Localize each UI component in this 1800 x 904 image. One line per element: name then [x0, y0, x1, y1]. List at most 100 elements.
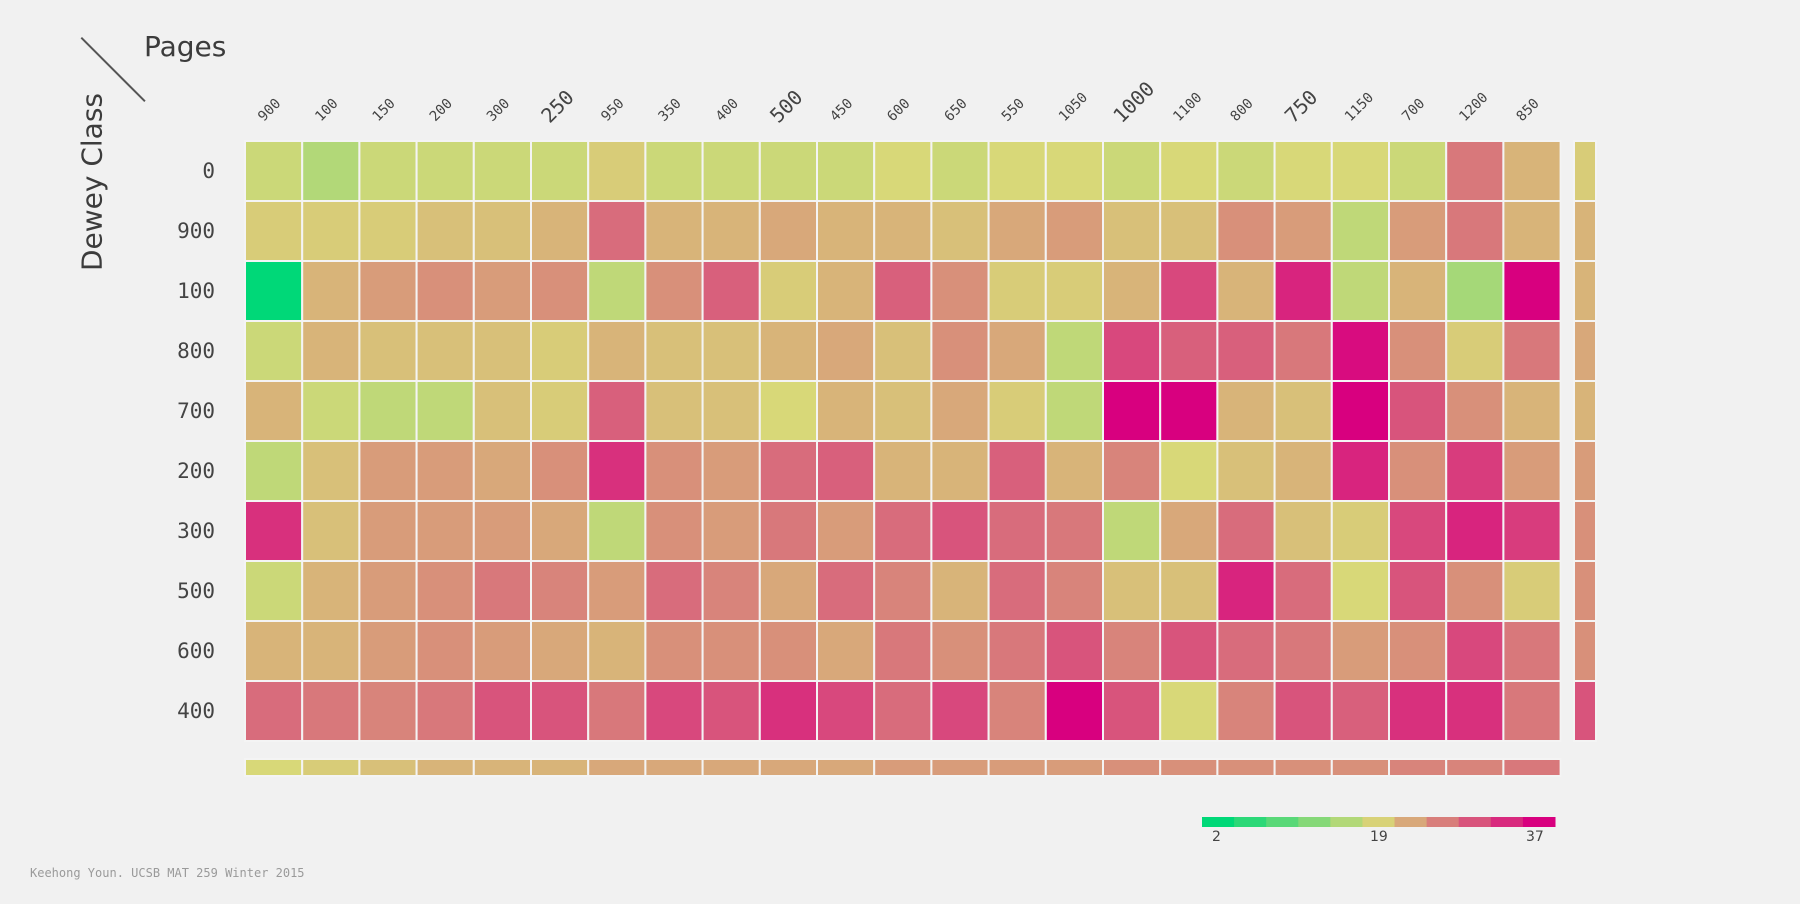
heatmap-cell — [873, 560, 933, 622]
heatmap-cell — [758, 560, 818, 622]
legend-mid-label: 19 — [1370, 829, 1388, 845]
y-tick-label: 900 — [177, 219, 215, 243]
heatmap-cell — [758, 140, 818, 202]
heatmap-cell — [930, 560, 990, 622]
heatmap-cell — [244, 440, 304, 502]
heatmap-cell — [987, 380, 1047, 442]
heatmap-cell — [1159, 440, 1219, 502]
heatmap-cell — [701, 680, 761, 742]
heatmap-cell — [987, 200, 1047, 262]
heatmap-cell — [1044, 140, 1105, 202]
heatmap-cell — [301, 560, 361, 622]
heatmap-cell — [1330, 500, 1391, 562]
heatmap-cell — [1159, 320, 1219, 382]
heatmap-cell — [930, 140, 990, 202]
heatmap-cell — [1273, 200, 1333, 262]
heatmap-cell — [1330, 200, 1391, 262]
heatmap-cell — [1102, 200, 1162, 262]
y-tick-label: 700 — [177, 399, 215, 423]
heatmap-cell — [1044, 620, 1105, 682]
x-tick-label: 400 — [713, 96, 742, 125]
heatmap-cell — [1388, 380, 1448, 442]
heatmap-cell — [873, 140, 933, 202]
heatmap-cell — [1044, 500, 1105, 562]
heatmap-cell — [758, 260, 818, 322]
legend-swatch — [1426, 817, 1460, 827]
legend-swatch — [1394, 817, 1428, 827]
heatmap-cell — [758, 320, 818, 382]
heatmap-cell — [472, 500, 532, 562]
heatmap-cell — [472, 440, 532, 502]
heatmap-cell — [987, 680, 1047, 742]
x-tick-label: 1000 — [1108, 77, 1159, 128]
column-summary-cell — [358, 758, 418, 777]
heatmap-cell — [244, 320, 304, 382]
legend-swatch — [1298, 817, 1331, 827]
heatmap-cell — [1445, 500, 1505, 562]
legend-swatch — [1362, 817, 1396, 827]
heatmap-cell — [1273, 560, 1333, 622]
heatmap-cell — [1502, 260, 1562, 322]
column-summary-cell — [1044, 758, 1105, 777]
heatmap-cell — [930, 200, 990, 262]
heatmap-cell — [1102, 260, 1162, 322]
x-tick-label: 1200 — [1456, 90, 1491, 125]
heatmap-cell — [1216, 440, 1276, 502]
column-summary-cell — [1330, 758, 1391, 777]
heatmap-cell — [1102, 140, 1162, 202]
heatmap-cell — [1044, 320, 1105, 382]
heatmap-cell — [358, 620, 418, 682]
column-summary-cell — [701, 758, 761, 777]
heatmap-cell — [816, 680, 876, 742]
column-summary-cell — [873, 758, 933, 777]
heatmap-cell — [1273, 440, 1333, 502]
heatmap-cell — [1388, 320, 1448, 382]
heatmap-cell — [1502, 620, 1562, 682]
heatmap-cell — [1159, 260, 1219, 322]
row-summary-cell — [1573, 680, 1597, 742]
row-summary-cell — [1573, 560, 1597, 622]
heatmap-cell — [1502, 140, 1562, 202]
heatmap-cell — [1330, 380, 1391, 442]
x-tick-label: 350 — [656, 96, 685, 125]
heatmap-cell — [644, 620, 704, 682]
heatmap-cell — [1502, 440, 1562, 502]
legend-swatch — [1202, 817, 1235, 827]
heatmap-cell — [1102, 620, 1162, 682]
column-summary-cell — [1216, 758, 1276, 777]
heatmap-cell — [1330, 320, 1391, 382]
heatmap-cell — [1330, 260, 1391, 322]
heatmap-cell — [1388, 440, 1448, 502]
x-tick-label: 150 — [370, 96, 399, 125]
heatmap-cell — [244, 620, 304, 682]
heatmap-cell — [701, 560, 761, 622]
row-summary-cell — [1573, 620, 1597, 682]
heatmap-cell — [358, 320, 418, 382]
heatmap-cell — [758, 380, 818, 442]
heatmap-cell — [1273, 500, 1333, 562]
heatmap-cell — [587, 380, 647, 442]
y-tick-label: 100 — [177, 279, 215, 303]
heatmap-cell — [1330, 620, 1391, 682]
heatmap-cell — [1273, 140, 1333, 202]
heatmap-cell — [244, 560, 304, 622]
legend-max-label: 37 — [1526, 829, 1544, 845]
heatmap-cell — [587, 260, 647, 322]
heatmap-cell — [244, 680, 304, 742]
x-tick-label: 550 — [999, 96, 1028, 125]
heatmap-cell — [301, 200, 361, 262]
heatmap-cell — [930, 680, 990, 742]
heatmap-cell — [530, 200, 590, 262]
column-summary-cell — [1388, 758, 1448, 777]
heatmap-cell — [1388, 680, 1448, 742]
legend-swatch — [1234, 817, 1267, 827]
heatmap-cell — [930, 440, 990, 502]
y-tick-label: 800 — [177, 339, 215, 363]
heatmap-cell — [244, 260, 304, 322]
heatmap-cell — [358, 560, 418, 622]
heatmap-cell — [1159, 680, 1219, 742]
heatmap-cell — [987, 500, 1047, 562]
heatmap-cell — [1502, 680, 1562, 742]
y-tick-label: 0 — [202, 159, 215, 183]
heatmap-cell — [358, 680, 418, 742]
